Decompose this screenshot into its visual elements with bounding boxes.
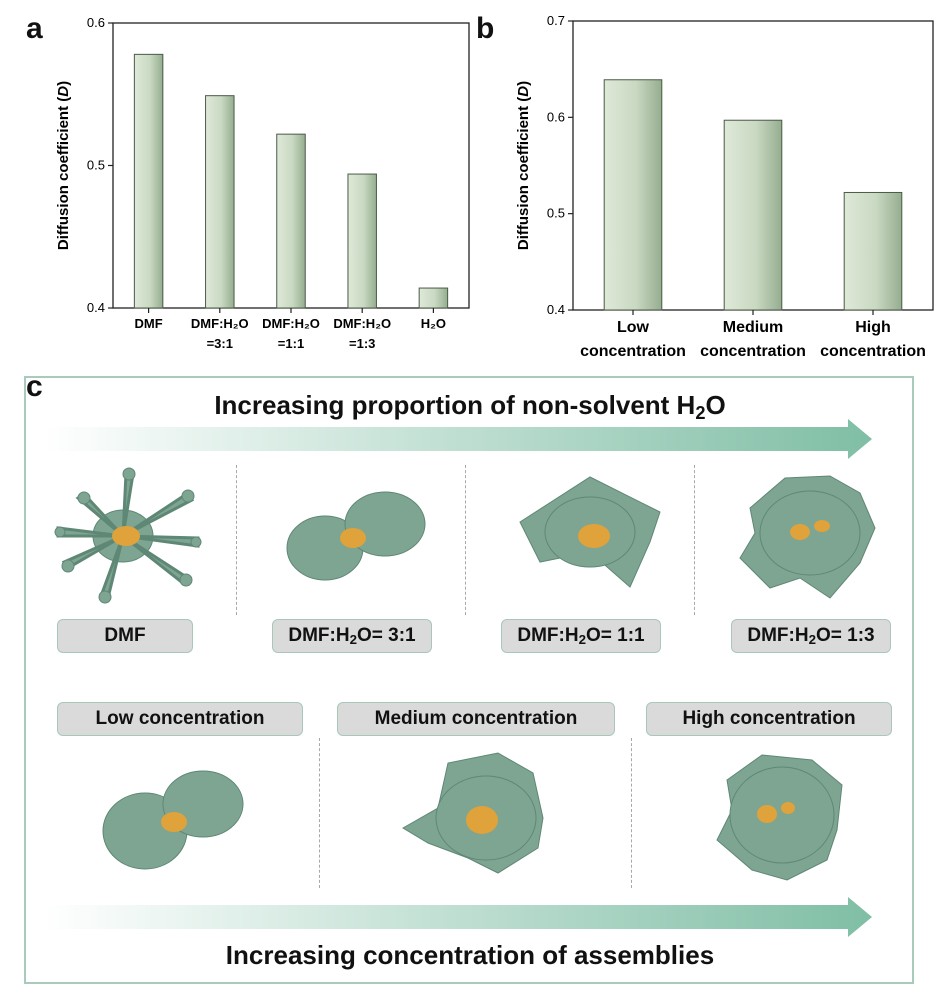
y-tick-label: 0.6	[87, 15, 105, 30]
assembly-1-1-icon	[519, 476, 661, 588]
label-low-concentration: Low concentration	[57, 702, 303, 736]
bar	[133, 53, 164, 309]
x-tick-label: Low	[617, 319, 650, 336]
chart-a: 0.4 0.5 0.6 Diffusion coefficient (D) DMF DMF…	[55, 15, 470, 351]
y-tick-label: 0.5	[547, 206, 565, 221]
bar	[347, 173, 377, 309]
label-1-1-pre: DMF:H	[517, 625, 579, 646]
label-dmf: DMF	[57, 619, 193, 653]
label-1-1-post: O= 1:1	[585, 625, 645, 646]
y-axis-label: Diffusion coefficient (D)	[55, 81, 72, 250]
x-tick-label: DMF	[135, 316, 163, 331]
assembly-medium-icon	[402, 752, 544, 874]
y-tick-label: 0.5	[87, 158, 105, 173]
top-gradient-arrow	[44, 419, 872, 459]
x-tick-label: Medium	[723, 319, 783, 336]
label-dmf-h2o-1-1: DMF:H 2 O= 1:1	[501, 619, 661, 653]
bar	[603, 79, 663, 311]
x-tick-label: =1:1	[278, 336, 304, 351]
label-3-1-sub: 2	[349, 631, 357, 647]
top-title-sub: 2	[695, 402, 706, 423]
label-1-3-post: O= 1:3	[815, 625, 875, 646]
x-tick-label: H₂O	[421, 316, 446, 331]
separator-5	[631, 738, 632, 888]
x-tick-label: =3:1	[207, 336, 233, 351]
separator-1	[236, 465, 237, 615]
label-3-1-pre: DMF:H	[288, 625, 350, 646]
separator-4	[319, 738, 320, 888]
y-axis-label: Diffusion coefficient (D)	[515, 81, 532, 250]
y-tick-label: 0.4	[87, 300, 105, 315]
x-tick-label: concentration	[700, 343, 806, 360]
label-dmf-text: DMF	[104, 625, 146, 646]
top-title-text: Increasing proportion of non-solvent H	[214, 390, 696, 420]
y-tick-label: 0.4	[547, 302, 565, 317]
x-tick-label: concentration	[580, 343, 686, 360]
label-dmf-h2o-1-3: DMF:H 2 O= 1:3	[731, 619, 891, 653]
top-arrow-title: Increasing proportion of non-solvent H2O	[0, 390, 940, 423]
bar	[723, 119, 783, 311]
assembly-1-3-icon	[739, 475, 876, 599]
panel-label-c: c	[26, 370, 43, 403]
x-tick-label: =1:3	[349, 336, 375, 351]
chart-b: 0.4 0.5 0.6 0.7 Diffusion coefficient (D) Low…	[515, 13, 934, 360]
separator-3	[694, 465, 695, 615]
x-tick-label: DMF:H₂O	[333, 316, 391, 331]
x-tick-label: DMF:H₂O	[262, 316, 320, 331]
separator-2	[465, 465, 466, 615]
top-title-post: O	[705, 390, 726, 420]
bar	[276, 133, 306, 309]
label-high-concentration: High concentration	[646, 702, 892, 736]
assembly-low-icon	[102, 770, 244, 870]
label-medium-concentration: Medium concentration	[337, 702, 615, 736]
x-tick-label: DMF:H₂O	[191, 316, 249, 331]
label-dmf-h2o-3-1: DMF:H 2 O= 3:1	[272, 619, 432, 653]
panel-c-frame	[24, 376, 914, 984]
assembly-3-1-icon	[286, 491, 426, 581]
bar	[205, 95, 235, 309]
bottom-arrow-title: Increasing concentration of assemblies	[225, 940, 715, 970]
panel-label-a: a	[26, 12, 43, 45]
y-tick-label: 0.7	[547, 13, 565, 28]
bar	[843, 191, 903, 311]
y-tick-label: 0.6	[547, 109, 565, 124]
label-1-3-sub: 2	[808, 631, 816, 647]
bottom-arrow-shape	[44, 897, 872, 937]
bar	[418, 287, 449, 309]
assembly-high-icon	[716, 754, 843, 881]
label-1-3-pre: DMF:H	[747, 625, 809, 646]
label-3-1-post: O= 3:1	[356, 625, 416, 646]
x-tick-label: concentration	[820, 343, 926, 360]
x-tick-label: High	[855, 319, 891, 336]
label-1-1-sub: 2	[578, 631, 586, 647]
bottom-gradient-arrow	[44, 897, 872, 937]
panel-label-b: b	[476, 12, 495, 45]
assembly-dmf-icon	[54, 467, 202, 604]
top-arrow-shape	[44, 419, 872, 459]
